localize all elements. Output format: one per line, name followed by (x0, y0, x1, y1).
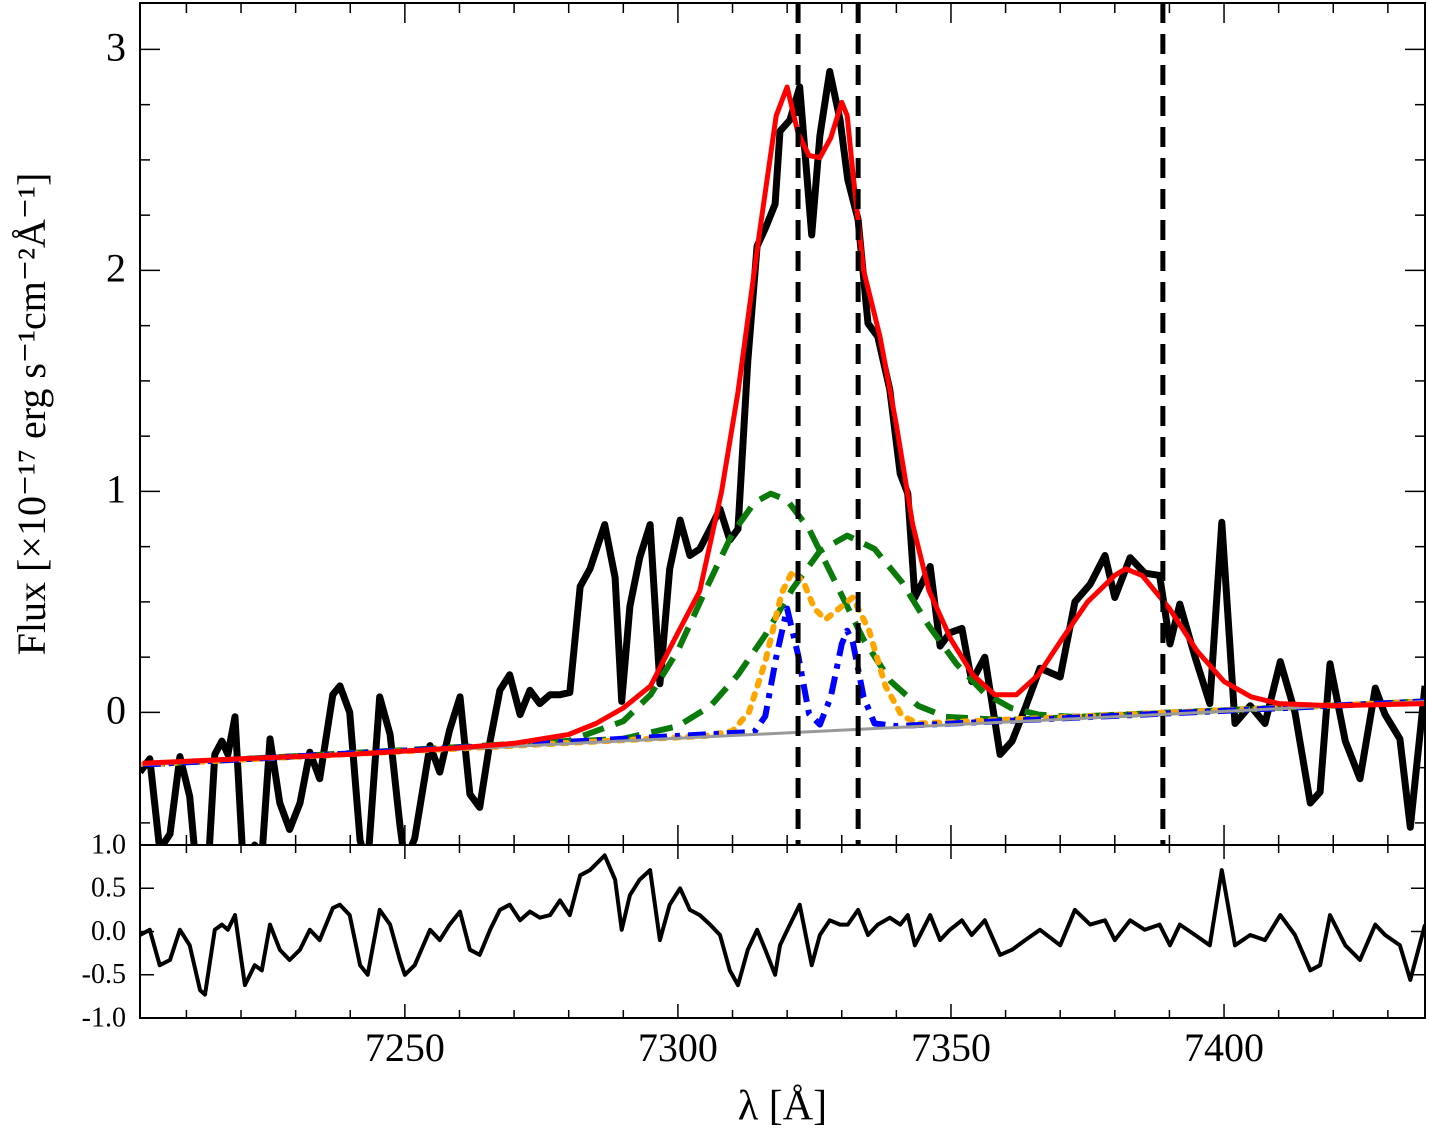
y-tick-label: -1.0 (82, 1002, 126, 1033)
plot-area (140, 3, 1425, 845)
y-tick-label: 1 (106, 467, 126, 512)
y-tick-label: -0.5 (82, 959, 126, 990)
data-line (140, 853, 1425, 997)
y-tick-label: 0 (106, 688, 126, 733)
x-axis-label: λ [Å] (738, 1084, 827, 1130)
y-axis-label: Flux [×10⁻¹⁷ erg s⁻¹cm⁻²Å⁻¹] (9, 173, 54, 656)
y-tick-label: 0.5 (91, 873, 126, 904)
y-tick-label: 3 (106, 25, 126, 70)
plot-area (140, 853, 1425, 997)
x-tick-label: 7250 (365, 1025, 445, 1070)
data-line (142, 84, 1425, 766)
x-tick-label: 7400 (1184, 1025, 1264, 1070)
data-line (140, 68, 1425, 845)
y-tick-label: 0.0 (91, 916, 126, 947)
x-tick-label: 7300 (638, 1025, 718, 1070)
y-tick-label: 1.0 (91, 829, 126, 860)
data-line (140, 568, 1425, 768)
y-tick-label: 2 (106, 246, 126, 291)
data-line (142, 490, 1425, 768)
x-tick-label: 7350 (911, 1025, 991, 1070)
